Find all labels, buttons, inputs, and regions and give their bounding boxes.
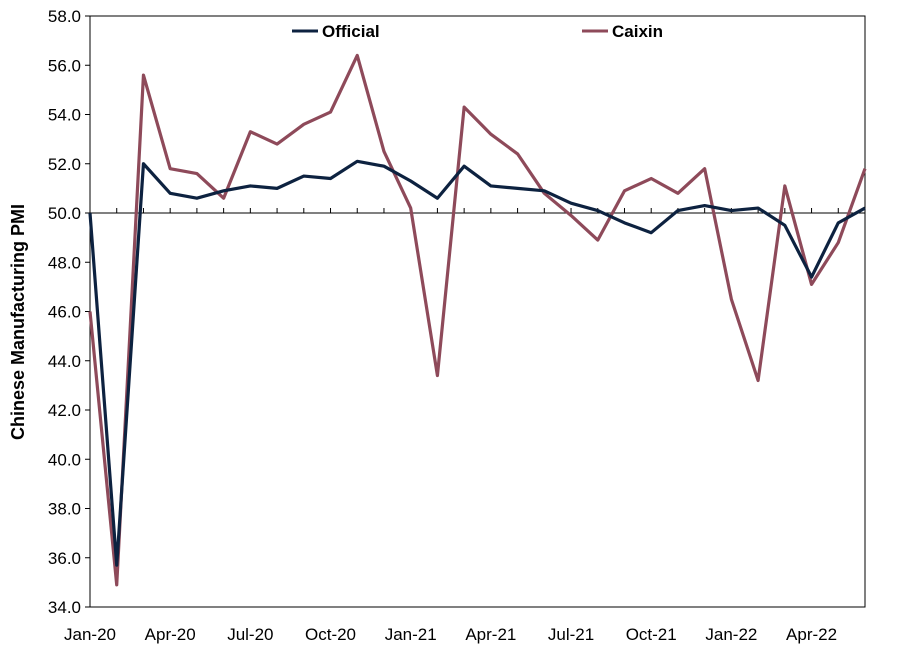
legend-label-official: Official <box>322 22 380 41</box>
x-tick-label: Apr-22 <box>786 625 837 644</box>
chart-axes <box>85 15 866 608</box>
x-tick-label: Apr-20 <box>145 625 196 644</box>
x-tick-label: Oct-21 <box>626 625 677 644</box>
series-line-official <box>88 159 866 567</box>
y-axis-title: Chinese Manufacturing PMI <box>8 204 28 440</box>
legend: Official Caixin <box>292 22 663 41</box>
legend-label-caixin: Caixin <box>612 22 663 41</box>
x-tick-label: Jan-20 <box>64 625 116 644</box>
y-tick-labels: 34.0 36.0 38.0 40.0 42.0 44.0 46.0 48.0 50.0 52.0… <box>48 7 81 617</box>
x-tick-label: Oct-20 <box>305 625 356 644</box>
y-tick-label: 36.0 <box>48 549 81 568</box>
y-tick-label: 52.0 <box>48 155 81 174</box>
y-tick-label: 56.0 <box>48 56 81 75</box>
y-tick-label: 58.0 <box>48 7 81 26</box>
x-tick-label: Jul-21 <box>548 625 594 644</box>
y-tick-label: 54.0 <box>48 106 81 125</box>
y-tick-label: 40.0 <box>48 450 81 469</box>
series-group <box>88 53 867 587</box>
series-line-caixin <box>88 53 867 587</box>
y-tick-label: 50.0 <box>48 204 81 223</box>
x-tick-label: Jul-20 <box>227 625 273 644</box>
x-tick-labels: Jan-20 Apr-20 Jul-20 Oct-20 Jan-21 Apr-21 Jul-… <box>64 625 837 644</box>
y-tick-label: 48.0 <box>48 253 81 272</box>
x-tick-label: Jan-22 <box>705 625 757 644</box>
y-tick-label: 34.0 <box>48 598 81 617</box>
y-tick-label: 46.0 <box>48 303 81 322</box>
y-tick-label: 44.0 <box>48 352 81 371</box>
x-tick-label: Apr-21 <box>465 625 516 644</box>
plot-area-frame <box>89 15 866 608</box>
y-tick-label: 42.0 <box>48 401 81 420</box>
x-tick-label: Jan-21 <box>385 625 437 644</box>
y-tick-label: 38.0 <box>48 500 81 519</box>
